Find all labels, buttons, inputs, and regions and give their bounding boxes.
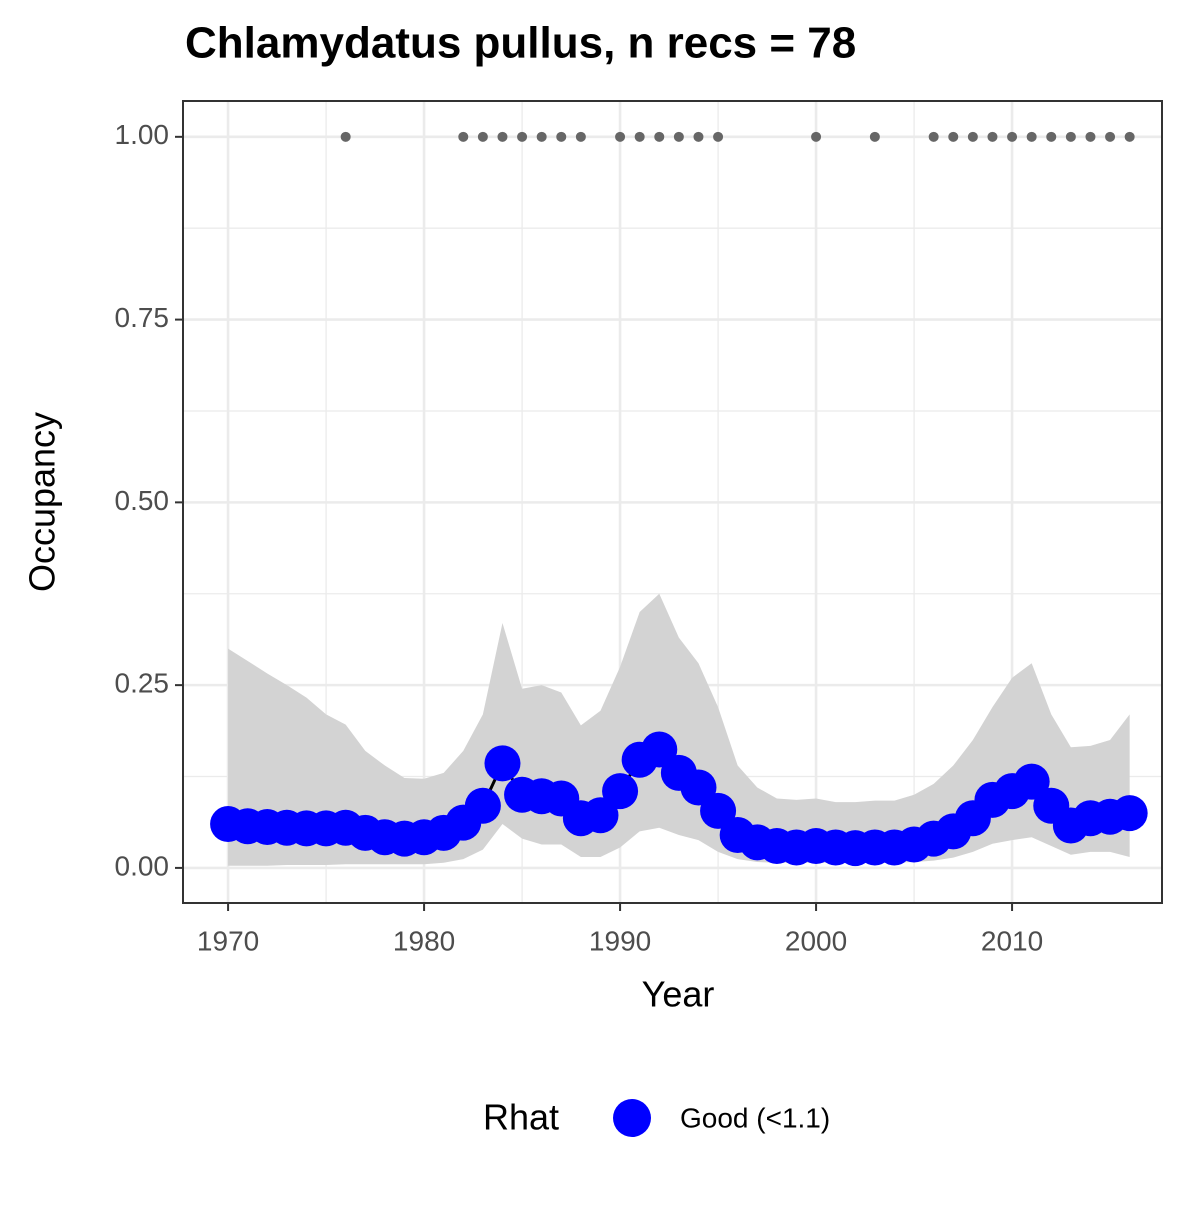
detection-point [928,131,939,142]
occupancy-point [484,745,521,782]
x-tick-label: 1990 [589,925,651,956]
y-tick-label: 0.50 [115,485,170,516]
y-tick-label: 0.00 [115,850,170,881]
x-tick-label: 1980 [393,925,455,956]
y-tick-label: 0.25 [115,668,170,699]
detection-point [536,131,547,142]
detection-point [654,131,665,142]
y-tick-label: 1.00 [115,119,170,150]
detection-point [575,131,586,142]
detection-point [340,131,351,142]
detection-point [1026,131,1037,142]
detection-point [1124,131,1135,142]
detection-point [556,131,567,142]
plot-border [182,100,1163,904]
legend-label: Good (<1.1) [680,1102,830,1133]
detection-point [987,131,998,142]
detection-point [615,131,626,142]
detection-point [693,131,704,142]
detection-point [517,131,528,142]
detection-point [477,131,488,142]
legend-marker [613,1099,651,1137]
legend-title: Rhat [483,1097,559,1138]
confidence-ribbon [228,593,1130,866]
detection-point [1065,131,1076,142]
detection-point [1085,131,1096,142]
x-axis-title: Year [642,974,715,1015]
detection-point [967,131,978,142]
detection-point [713,131,724,142]
y-axis-title: Occupancy [22,412,63,592]
detection-point [811,131,822,142]
y-tick-label: 0.75 [115,302,170,333]
x-tick-label: 2010 [981,925,1043,956]
detection-point [497,131,508,142]
chart-title: Chlamydatus pullus, n recs = 78 [185,19,856,68]
occupancy-point [602,773,639,810]
occupancy-point [464,787,501,824]
detection-point [869,131,880,142]
detection-point [458,131,469,142]
detection-point [1105,131,1116,142]
occupancy-point [700,792,737,829]
detection-point [673,131,684,142]
detection-point [634,131,645,142]
detection-point [1007,131,1018,142]
occupancy-point [582,797,619,834]
x-tick-label: 1970 [197,925,259,956]
x-tick-label: 2000 [785,925,847,956]
occupancy-point [1013,763,1050,800]
detection-point [1046,131,1057,142]
detection-point [948,131,959,142]
occupancy-point [1111,795,1148,832]
